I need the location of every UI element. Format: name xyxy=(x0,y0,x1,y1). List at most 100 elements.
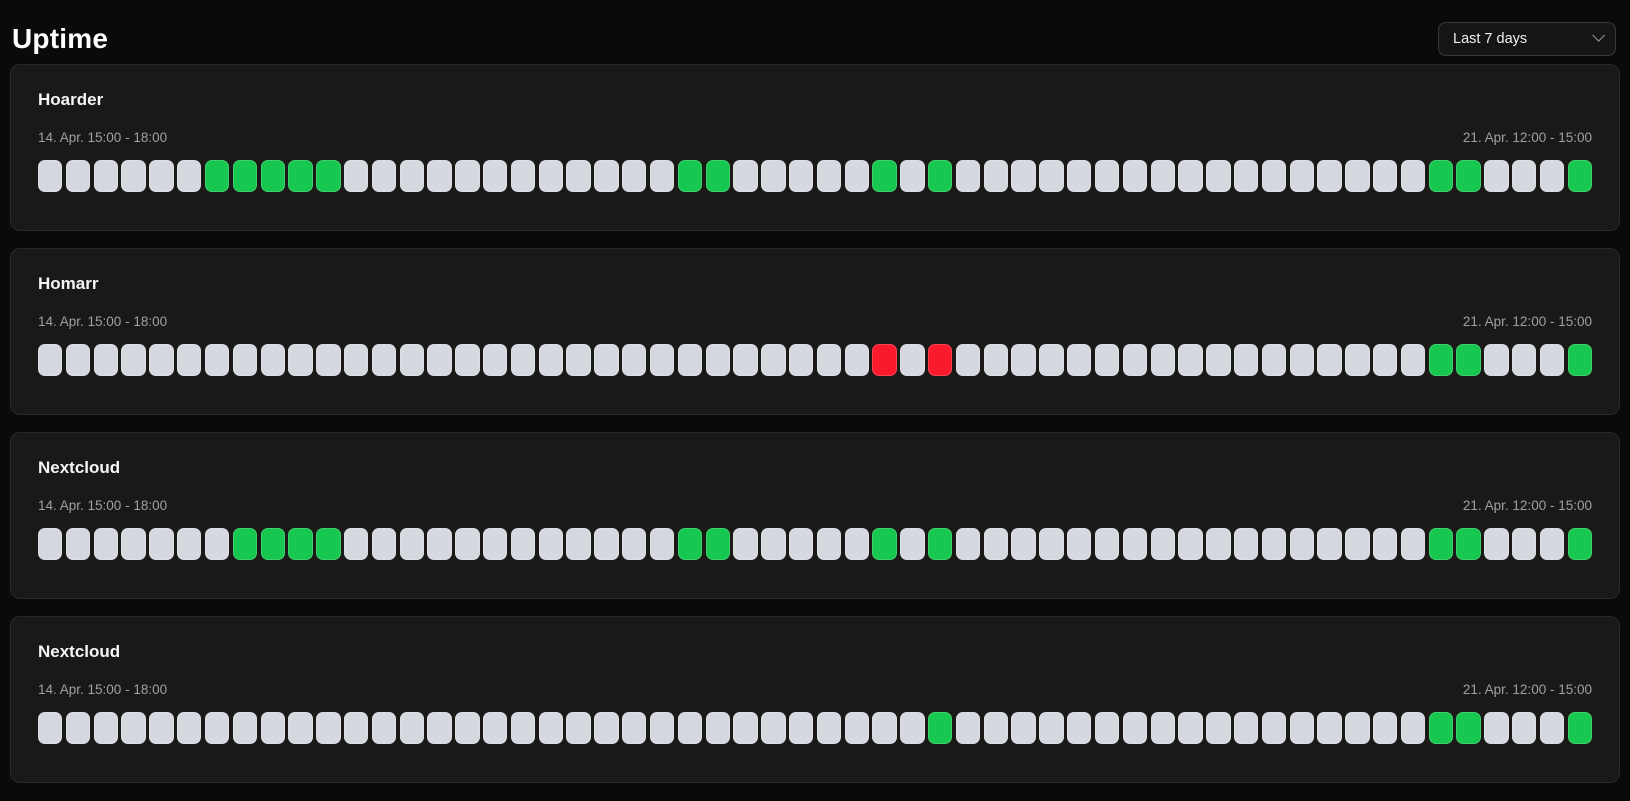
uptime-cell[interactable] xyxy=(149,712,174,744)
uptime-cell[interactable] xyxy=(1373,528,1398,560)
uptime-cell[interactable] xyxy=(149,160,174,192)
uptime-cell[interactable] xyxy=(1373,344,1398,376)
uptime-cell[interactable] xyxy=(1512,160,1537,192)
uptime-cell[interactable] xyxy=(455,344,480,376)
uptime-cell[interactable] xyxy=(149,528,174,560)
uptime-cell[interactable] xyxy=(455,160,480,192)
uptime-cell[interactable] xyxy=(121,528,146,560)
uptime-cell[interactable] xyxy=(1261,160,1287,192)
uptime-cell[interactable] xyxy=(538,344,564,376)
uptime-cell[interactable] xyxy=(177,344,202,376)
uptime-cell[interactable] xyxy=(1317,712,1342,744)
uptime-cell[interactable] xyxy=(538,160,564,192)
uptime-cell[interactable] xyxy=(149,344,174,376)
uptime-cell[interactable] xyxy=(343,712,369,744)
uptime-cell[interactable] xyxy=(566,160,591,192)
uptime-cell[interactable] xyxy=(566,712,591,744)
uptime-cell[interactable] xyxy=(1456,528,1481,560)
uptime-cell[interactable] xyxy=(121,344,146,376)
uptime-cell[interactable] xyxy=(1206,160,1231,192)
uptime-cell[interactable] xyxy=(1094,528,1120,560)
uptime-cell[interactable] xyxy=(510,528,536,560)
uptime-cell[interactable] xyxy=(510,344,536,376)
uptime-cell[interactable] xyxy=(1233,712,1259,744)
uptime-cell[interactable] xyxy=(1567,160,1593,192)
uptime-cell[interactable] xyxy=(399,528,424,560)
uptime-cell[interactable] xyxy=(1039,344,1064,376)
uptime-cell[interactable] xyxy=(1373,712,1398,744)
uptime-cell[interactable] xyxy=(1428,160,1454,192)
uptime-cell[interactable] xyxy=(232,160,258,192)
uptime-cell[interactable] xyxy=(1178,712,1203,744)
uptime-cell[interactable] xyxy=(1317,160,1342,192)
uptime-cell[interactable] xyxy=(983,344,1009,376)
uptime-cell[interactable] xyxy=(371,344,397,376)
uptime-cell[interactable] xyxy=(1122,344,1148,376)
uptime-cell[interactable] xyxy=(900,160,925,192)
uptime-cell[interactable] xyxy=(538,528,564,560)
uptime-cell[interactable] xyxy=(788,344,814,376)
uptime-cell[interactable] xyxy=(928,528,953,560)
uptime-cell[interactable] xyxy=(121,712,146,744)
uptime-cell[interactable] xyxy=(65,160,91,192)
uptime-cell[interactable] xyxy=(1400,528,1426,560)
uptime-cell[interactable] xyxy=(761,528,786,560)
uptime-cell[interactable] xyxy=(177,160,202,192)
uptime-cell[interactable] xyxy=(1206,344,1231,376)
uptime-cell[interactable] xyxy=(483,344,508,376)
uptime-cell[interactable] xyxy=(93,160,119,192)
uptime-cell[interactable] xyxy=(1150,160,1175,192)
uptime-cell[interactable] xyxy=(733,528,758,560)
uptime-cell[interactable] xyxy=(705,344,730,376)
uptime-cell[interactable] xyxy=(510,160,536,192)
uptime-cell[interactable] xyxy=(1289,528,1314,560)
uptime-cell[interactable] xyxy=(343,528,369,560)
uptime-cell[interactable] xyxy=(844,344,869,376)
uptime-cell[interactable] xyxy=(733,344,758,376)
uptime-cell[interactable] xyxy=(1206,712,1231,744)
uptime-cell[interactable] xyxy=(900,528,925,560)
uptime-cell[interactable] xyxy=(872,344,897,376)
uptime-cell[interactable] xyxy=(399,160,424,192)
uptime-cell[interactable] xyxy=(1456,712,1481,744)
uptime-cell[interactable] xyxy=(844,160,869,192)
uptime-cell[interactable] xyxy=(649,712,675,744)
uptime-cell[interactable] xyxy=(38,344,63,376)
uptime-cell[interactable] xyxy=(705,528,730,560)
uptime-cell[interactable] xyxy=(1400,712,1426,744)
uptime-cell[interactable] xyxy=(1539,528,1565,560)
uptime-cell[interactable] xyxy=(65,528,91,560)
uptime-cell[interactable] xyxy=(1233,344,1259,376)
time-range-select[interactable]: Last 7 days xyxy=(1438,22,1616,56)
uptime-cell[interactable] xyxy=(622,712,647,744)
uptime-cell[interactable] xyxy=(1567,528,1593,560)
uptime-cell[interactable] xyxy=(204,344,230,376)
uptime-cell[interactable] xyxy=(788,528,814,560)
uptime-cell[interactable] xyxy=(761,712,786,744)
uptime-cell[interactable] xyxy=(1094,344,1120,376)
uptime-cell[interactable] xyxy=(1428,344,1454,376)
uptime-cell[interactable] xyxy=(1039,160,1064,192)
uptime-cell[interactable] xyxy=(1289,344,1314,376)
uptime-cell[interactable] xyxy=(649,528,675,560)
uptime-cell[interactable] xyxy=(455,712,480,744)
uptime-cell[interactable] xyxy=(1317,344,1342,376)
uptime-cell[interactable] xyxy=(316,712,341,744)
uptime-cell[interactable] xyxy=(1122,160,1148,192)
uptime-cell[interactable] xyxy=(38,160,63,192)
uptime-cell[interactable] xyxy=(1122,712,1148,744)
uptime-cell[interactable] xyxy=(1206,528,1231,560)
uptime-cell[interactable] xyxy=(844,528,869,560)
uptime-cell[interactable] xyxy=(1261,712,1287,744)
uptime-cell[interactable] xyxy=(955,344,981,376)
uptime-cell[interactable] xyxy=(761,344,786,376)
uptime-cell[interactable] xyxy=(1512,344,1537,376)
uptime-cell[interactable] xyxy=(371,528,397,560)
uptime-cell[interactable] xyxy=(1011,712,1036,744)
uptime-cell[interactable] xyxy=(1373,160,1398,192)
uptime-cell[interactable] xyxy=(483,160,508,192)
uptime-cell[interactable] xyxy=(427,160,452,192)
uptime-cell[interactable] xyxy=(649,344,675,376)
uptime-cell[interactable] xyxy=(1067,160,1092,192)
uptime-cell[interactable] xyxy=(1400,344,1426,376)
